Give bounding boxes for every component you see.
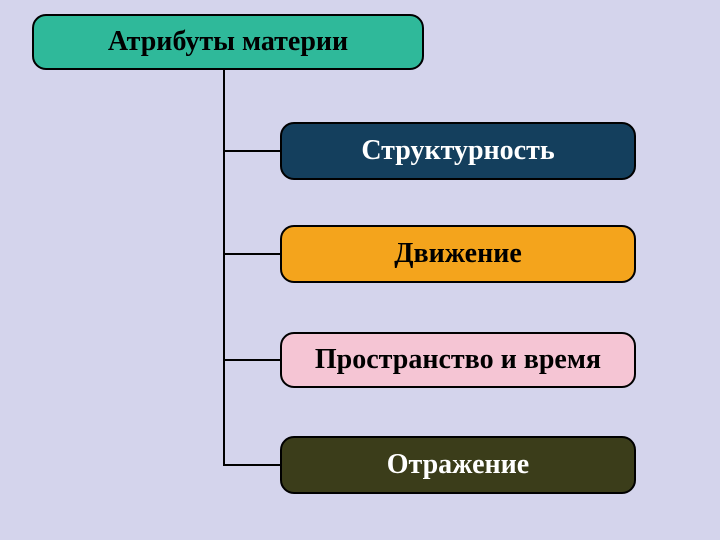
child-node: Пространство и время	[280, 332, 636, 388]
connector-branch	[223, 464, 280, 466]
child-label: Структурность	[361, 135, 554, 167]
child-node: Движение	[280, 225, 636, 283]
child-label: Пространство и время	[315, 344, 601, 376]
child-label: Движение	[394, 238, 522, 270]
connector-branch	[223, 359, 280, 361]
connector-trunk	[223, 68, 225, 464]
child-node: Структурность	[280, 122, 636, 180]
root-node: Атрибуты материи	[32, 14, 424, 70]
child-label: Отражение	[387, 449, 530, 481]
root-label: Атрибуты материи	[108, 26, 348, 58]
connector-branch	[223, 150, 280, 152]
child-node: Отражение	[280, 436, 636, 494]
connector-branch	[223, 253, 280, 255]
diagram-canvas: Атрибуты материи Структурность Движение Про…	[0, 0, 720, 540]
